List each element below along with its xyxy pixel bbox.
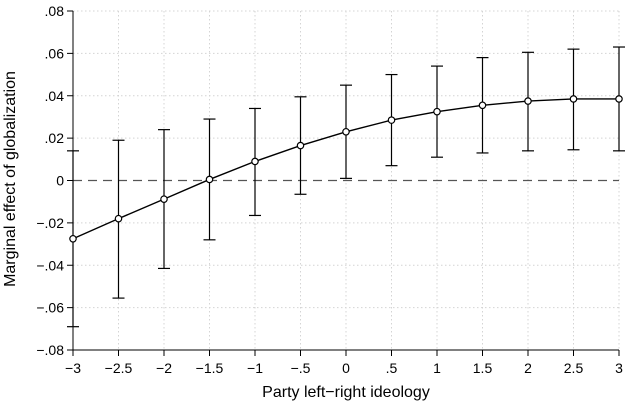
x-axis-title: Party left−right ideology bbox=[262, 384, 430, 401]
data-point bbox=[69, 234, 77, 243]
y-tick-label: .06 bbox=[45, 45, 65, 61]
y-tick-label: −.04 bbox=[36, 257, 64, 273]
data-point bbox=[569, 95, 578, 103]
x-tick-label: −1 bbox=[247, 360, 263, 376]
data-point bbox=[524, 97, 532, 105]
x-tick-label: 2 bbox=[524, 360, 532, 376]
y-tick-label: −.02 bbox=[36, 215, 64, 231]
data-point bbox=[114, 214, 123, 223]
x-tick-label: −3 bbox=[65, 360, 81, 376]
y-tick-label: 0 bbox=[56, 173, 64, 189]
data-point bbox=[205, 175, 214, 184]
x-tick-label: −2 bbox=[156, 360, 172, 376]
x-tick-label: 3 bbox=[615, 360, 623, 376]
x-tick-label: 2.5 bbox=[564, 360, 584, 376]
y-tick-label: .04 bbox=[45, 88, 65, 104]
effect-points bbox=[69, 95, 623, 243]
data-point bbox=[342, 127, 350, 136]
tick-labels: −3 −2.5 −2 −1.5 −1 −.5 0 .5 1 1.5 2 2.5 3 .08 .06 .04 .0… bbox=[36, 3, 623, 376]
data-point bbox=[433, 107, 441, 116]
data-point bbox=[160, 195, 168, 203]
data-point bbox=[387, 116, 396, 124]
x-tick-label: −.5 bbox=[291, 360, 311, 376]
y-axis-title: Marginal effect of globalization bbox=[2, 71, 19, 287]
x-tick-label: −2.5 bbox=[105, 360, 133, 376]
x-tick-label: −1.5 bbox=[196, 360, 224, 376]
y-tick-label: −.06 bbox=[36, 300, 64, 316]
y-tick-label: .08 bbox=[45, 3, 65, 19]
x-tick-label: .5 bbox=[386, 360, 398, 376]
y-tick-label: −.08 bbox=[36, 342, 64, 358]
data-point bbox=[296, 141, 305, 150]
data-point bbox=[615, 95, 623, 103]
x-tick-label: 0 bbox=[342, 360, 350, 376]
data-point bbox=[251, 157, 259, 166]
x-tick-label: 1 bbox=[433, 360, 441, 376]
data-point bbox=[478, 101, 487, 110]
y-tick-label: .02 bbox=[45, 130, 65, 146]
x-tick-label: 1.5 bbox=[473, 360, 493, 376]
